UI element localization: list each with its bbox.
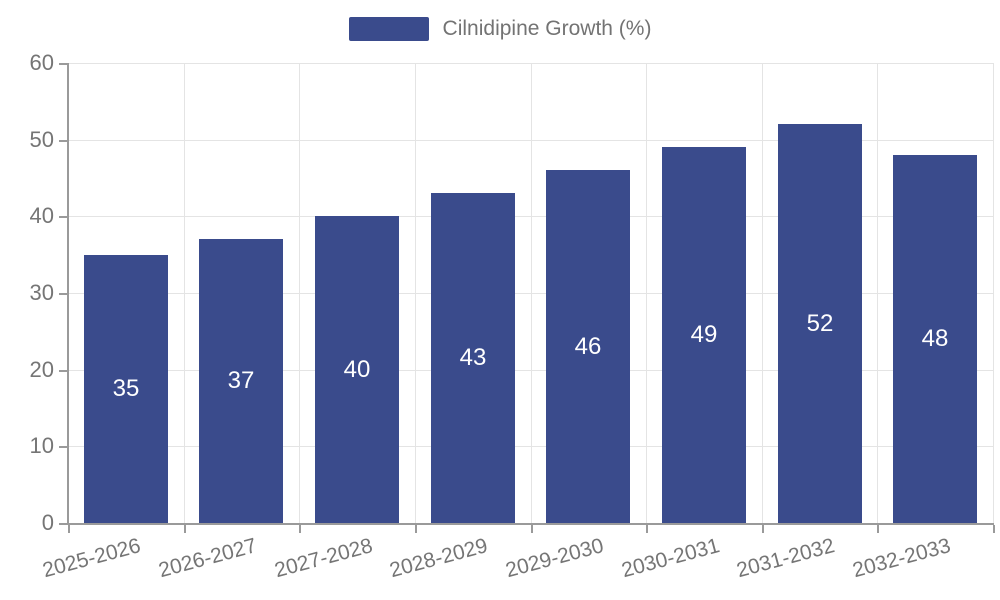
y-axis-tick bbox=[59, 293, 67, 295]
legend-label: Cilnidipine Growth (%) bbox=[442, 17, 652, 40]
bar-value-label: 52 bbox=[806, 309, 834, 337]
y-tick-label: 40 bbox=[29, 203, 54, 228]
gridline-vertical bbox=[415, 63, 416, 523]
y-tick-label: 20 bbox=[29, 357, 54, 382]
x-axis-tick bbox=[531, 525, 533, 533]
x-axis-tick bbox=[299, 525, 301, 533]
x-axis-tick bbox=[993, 525, 995, 533]
gridline-vertical bbox=[184, 63, 185, 523]
x-axis-line bbox=[67, 523, 994, 525]
bar[interactable]: 35 bbox=[84, 255, 168, 523]
gridline-horizontal bbox=[68, 216, 993, 217]
bar[interactable]: 46 bbox=[546, 170, 630, 523]
bar-value-label: 46 bbox=[574, 332, 602, 360]
x-axis-tick bbox=[646, 525, 648, 533]
y-axis-tick bbox=[59, 370, 67, 372]
gridline-vertical bbox=[877, 63, 878, 523]
legend[interactable]: Cilnidipine Growth (%) bbox=[0, 17, 1000, 41]
gridline-vertical bbox=[993, 63, 994, 523]
gridline-vertical bbox=[531, 63, 532, 523]
bar[interactable]: 43 bbox=[431, 193, 515, 523]
bar-value-label: 37 bbox=[227, 367, 255, 394]
x-tick-label: 2028-2029 bbox=[387, 534, 491, 583]
y-axis-tick bbox=[59, 216, 67, 218]
bar[interactable]: 49 bbox=[662, 147, 746, 523]
y-axis-tick bbox=[59, 63, 67, 65]
y-axis-tick bbox=[59, 446, 67, 448]
x-tick-label: 2027-2028 bbox=[271, 534, 375, 583]
x-tick-label: 2026-2027 bbox=[156, 534, 260, 583]
bar-value-label: 48 bbox=[921, 325, 949, 352]
y-tick-label: 10 bbox=[29, 433, 54, 458]
x-axis-tick bbox=[415, 525, 417, 533]
x-axis-tick bbox=[184, 525, 186, 533]
y-tick-label: 50 bbox=[29, 127, 54, 152]
gridline-vertical bbox=[646, 63, 647, 523]
legend-swatch bbox=[348, 17, 429, 41]
y-tick-label: 0 bbox=[41, 510, 54, 535]
bar-value-label: 35 bbox=[112, 375, 140, 402]
x-tick-label: 2025-2026 bbox=[40, 534, 144, 583]
gridline-horizontal bbox=[68, 293, 993, 294]
y-axis-line bbox=[67, 63, 69, 523]
gridline-vertical bbox=[762, 63, 763, 523]
bar-value-label: 40 bbox=[343, 355, 371, 383]
x-tick-label: 2029-2030 bbox=[503, 534, 607, 583]
y-axis-tick bbox=[59, 140, 67, 142]
bar[interactable]: 37 bbox=[199, 239, 283, 523]
x-axis-tick bbox=[877, 525, 879, 533]
bar[interactable]: 40 bbox=[315, 216, 399, 523]
bar[interactable]: 48 bbox=[893, 155, 977, 523]
y-tick-label: 30 bbox=[29, 280, 54, 305]
x-tick-label: 2031-2032 bbox=[734, 534, 838, 583]
y-axis-tick bbox=[59, 523, 67, 525]
x-tick-label: 2030-2031 bbox=[618, 534, 722, 583]
gridline-horizontal bbox=[68, 140, 993, 141]
gridline-horizontal bbox=[68, 446, 993, 447]
x-tick-label: 2032-2033 bbox=[849, 534, 953, 583]
x-axis-tick bbox=[762, 525, 764, 533]
bar[interactable]: 52 bbox=[778, 124, 862, 523]
bar-value-label: 43 bbox=[459, 344, 487, 371]
y-tick-label: 60 bbox=[29, 50, 54, 75]
gridline-vertical bbox=[299, 63, 300, 523]
gridline-horizontal bbox=[68, 370, 993, 371]
bar-value-label: 49 bbox=[690, 321, 718, 348]
x-axis-tick bbox=[68, 525, 70, 533]
gridline-horizontal bbox=[68, 63, 993, 64]
